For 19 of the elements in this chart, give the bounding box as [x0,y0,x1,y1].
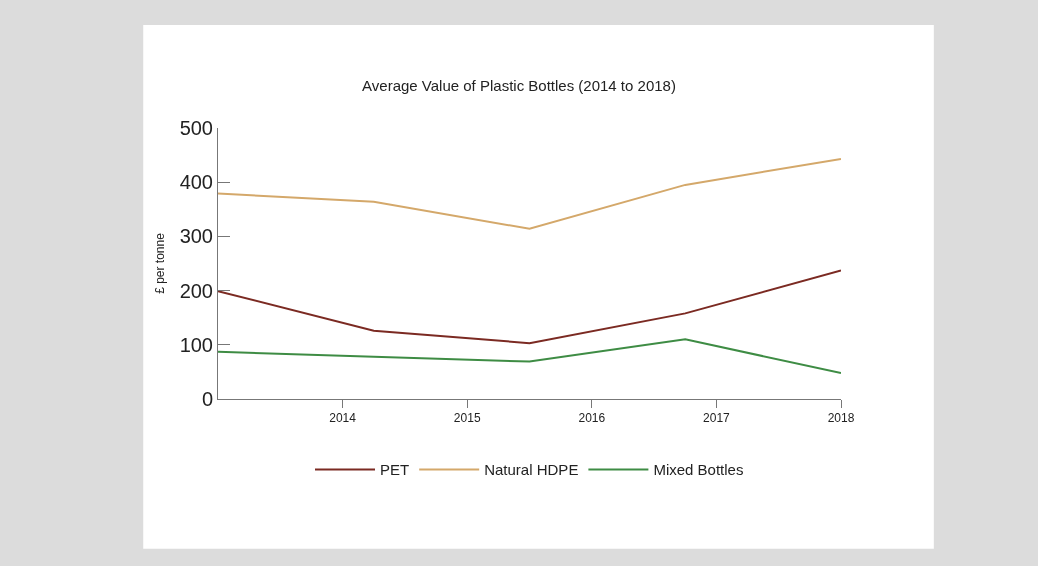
x-tick-label: 2016 [578,411,606,426]
y-tick-label: 200 [179,279,213,302]
y-tick-label: 100 [179,333,213,356]
line-series [218,269,841,345]
y-tick-label: 300 [179,225,213,248]
line-series [218,157,841,230]
x-tick-label: 2014 [329,411,357,426]
line-series [218,338,841,374]
legend-label: PET [380,461,410,479]
x-tick-label: 2015 [453,411,481,426]
y-tick-label: 0 [201,388,213,410]
y-tick-label: 500 [179,117,213,139]
legend-label: Mixed Bottles [653,461,744,479]
x-tick-label: 2017 [703,411,731,426]
y-axis-title: £ per tonne [152,232,167,294]
chart-title: Average Value of Plastic Bottles (2014 to 2018) [362,76,676,94]
y-tick-label: 400 [179,171,213,194]
legend-label: Natural HDPE [484,461,579,479]
x-tick-label: 2018 [827,411,855,426]
